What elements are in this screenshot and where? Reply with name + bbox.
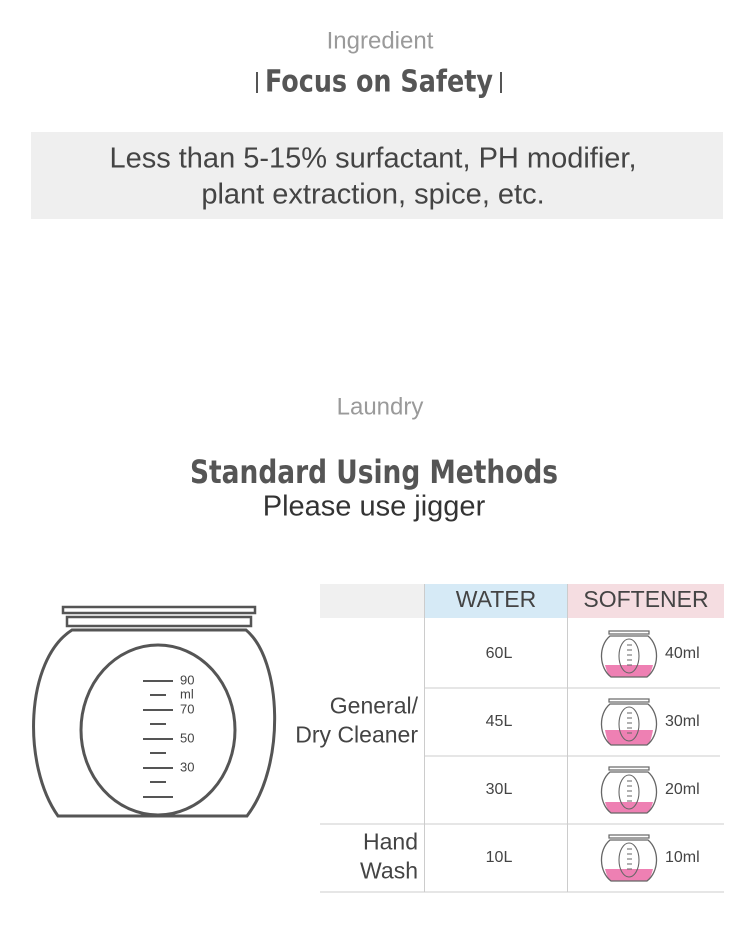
header-cell — [568, 584, 724, 618]
icon-body — [600, 771, 658, 814]
icon-body — [600, 839, 658, 882]
icon-fill — [605, 802, 653, 813]
jigger-icon — [600, 766, 658, 814]
usage-table: WATER SOFTENER 60L 40ml 45L 30ml 30L 20ml Gene… — [295, 584, 724, 893]
kicker: Ingredient — [327, 27, 434, 54]
icon-body — [600, 703, 658, 746]
softener-amount: 20ml — [665, 781, 700, 798]
icon-window — [618, 842, 640, 878]
jigger-label: 30 — [180, 759, 194, 774]
icon-rim — [608, 766, 650, 771]
kicker: Laundry — [337, 393, 424, 420]
softener-amount: 40ml — [665, 645, 700, 662]
icon-window — [618, 774, 640, 810]
icon-fill — [605, 869, 653, 881]
jigger-label: ml — [180, 686, 194, 701]
icon-window — [618, 638, 640, 674]
jigger-label: 90 — [180, 672, 194, 687]
icon-body — [600, 635, 658, 678]
jigger-label: 50 — [180, 730, 194, 745]
icon-rim — [608, 630, 650, 635]
jigger-illustration: 90 ml 70 50 30 — [32, 605, 277, 818]
header-cell — [425, 584, 567, 618]
jigger-icon — [600, 834, 658, 882]
header-label: SOFTENER — [583, 586, 708, 612]
title: Standard Using Methods — [190, 453, 558, 491]
header-label: WATER — [456, 586, 537, 612]
icon-rim — [608, 698, 650, 703]
group-label: Hand — [363, 829, 418, 855]
softener-amount: 10ml — [665, 849, 700, 866]
group-label: Dry Cleaner — [295, 722, 418, 748]
water-amount: 45L — [486, 713, 513, 730]
text-line: plant extraction, spice, etc. — [201, 179, 544, 211]
text-line: Less than 5-15% surfactant, PH modifier, — [109, 143, 636, 175]
jigger-icon — [600, 698, 658, 746]
title: Focus on Safety — [265, 65, 493, 100]
icon-window — [618, 706, 640, 742]
water-amount: 10L — [486, 849, 513, 866]
subtitle: Please use jigger — [263, 491, 486, 523]
water-amount: 60L — [486, 645, 513, 662]
icon-rim — [608, 834, 650, 839]
icon-fill — [605, 665, 653, 677]
group-label: General/ — [330, 693, 419, 719]
header-cell — [320, 584, 424, 618]
icon-fill — [605, 730, 653, 745]
jigger-label: 70 — [180, 701, 194, 716]
text-box — [31, 132, 723, 219]
softener-amount: 30ml — [665, 713, 700, 730]
jigger-icon — [600, 630, 658, 678]
water-amount: 30L — [486, 781, 513, 798]
group-label: Wash — [360, 858, 418, 884]
